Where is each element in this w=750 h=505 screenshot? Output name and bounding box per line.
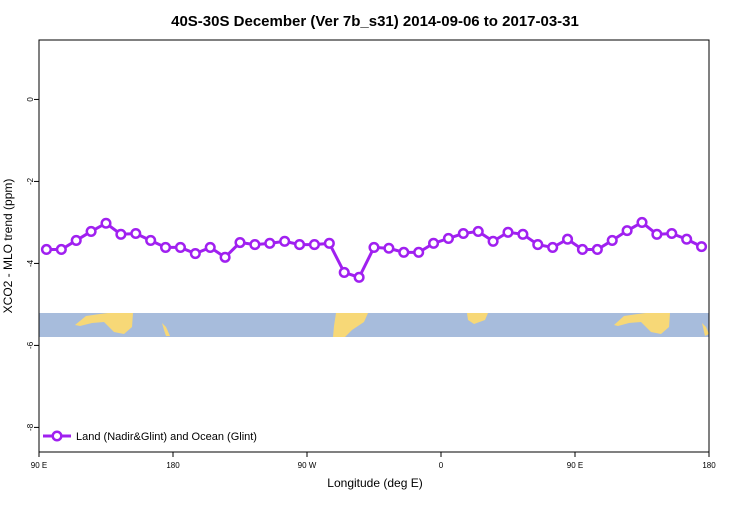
y-tick-label: 0 (26, 97, 35, 102)
x-tick-label: 90 E (567, 461, 583, 470)
point (472, 225, 484, 237)
legend-marker (51, 430, 63, 442)
point (323, 237, 335, 249)
chart-title: 40S-30S December (Ver 7b_s31) 2014-09-06… (171, 13, 579, 30)
point (189, 248, 201, 260)
point (219, 251, 231, 263)
point (547, 241, 559, 253)
point (487, 235, 499, 247)
point (696, 241, 708, 253)
point (249, 239, 261, 251)
point (413, 246, 425, 258)
y-tick-label: -2 (26, 177, 35, 185)
x-tick-label: 0 (439, 461, 444, 470)
point (204, 241, 216, 253)
point (130, 227, 142, 240)
point (234, 236, 246, 249)
point (55, 243, 67, 256)
point (681, 233, 693, 245)
point (606, 234, 618, 247)
point (576, 243, 588, 256)
y-tick-label: -4 (26, 259, 35, 267)
point (264, 237, 276, 249)
point (294, 239, 306, 251)
point (40, 243, 52, 256)
point (338, 266, 350, 278)
y-tick-label: -6 (26, 341, 35, 349)
x-tick-label: 180 (166, 461, 180, 470)
x-tick-label: 180 (702, 461, 716, 470)
point (368, 241, 380, 253)
point (591, 243, 603, 256)
x-tick-label: 90 E (31, 461, 47, 470)
point (651, 228, 663, 240)
point (562, 233, 574, 245)
point (353, 271, 365, 283)
x-axis-title: Longitude (deg E) (327, 476, 422, 490)
point (279, 235, 291, 247)
y-axis-title: XCO2 - MLO trend (ppm) (1, 179, 15, 314)
point (145, 234, 157, 247)
y-tick-label: -8 (26, 423, 35, 431)
point (398, 246, 410, 258)
point (428, 237, 440, 249)
point (457, 227, 469, 240)
point (160, 241, 172, 253)
point (636, 216, 648, 228)
legend-label: Land (Nadir&Glint) and Ocean (Glint) (76, 431, 257, 443)
point (174, 241, 186, 253)
point (70, 234, 82, 247)
point (666, 227, 678, 240)
point (115, 228, 127, 240)
point (532, 239, 544, 251)
x-tick-label: 90 W (298, 461, 317, 470)
point (383, 242, 395, 254)
point (621, 225, 633, 237)
point (308, 239, 320, 251)
point (442, 232, 454, 244)
point (517, 228, 529, 240)
point (85, 225, 97, 237)
point (100, 217, 112, 229)
map-strip (39, 313, 709, 337)
plot-frame (38, 39, 710, 453)
point (502, 226, 514, 238)
